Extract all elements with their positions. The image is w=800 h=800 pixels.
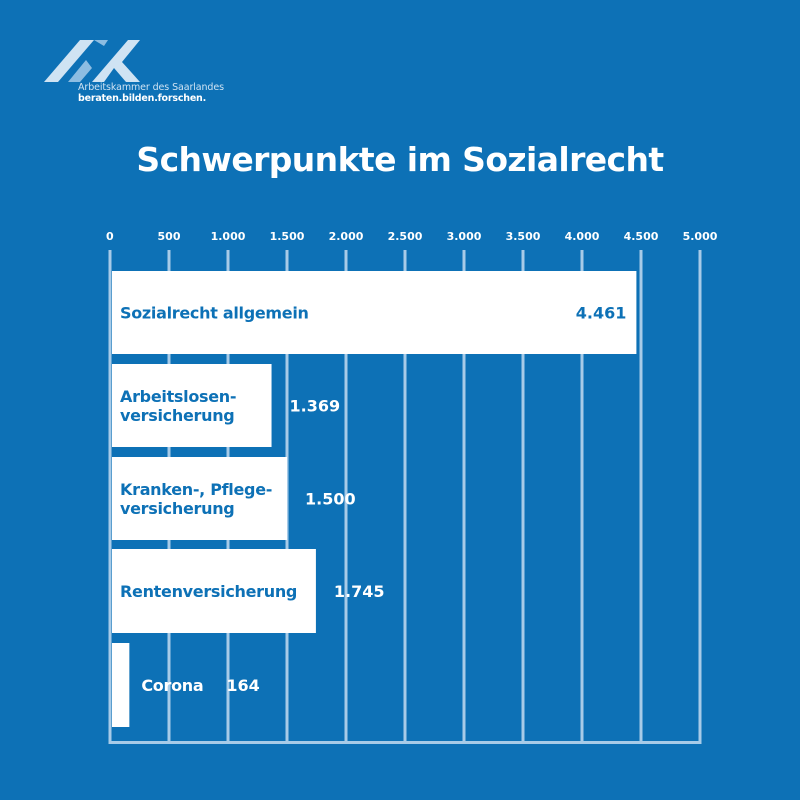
x-tick-label: 1.500 [270, 230, 305, 243]
category-label: Kranken-, Pflege- [120, 480, 272, 499]
category-label: Rentenversicherung [120, 582, 297, 601]
x-tick-label: 3.500 [506, 230, 541, 243]
x-tick-label: 500 [158, 230, 181, 243]
value-label: 1.745 [334, 582, 385, 601]
x-tick-label: 2.000 [329, 230, 364, 243]
category-label: versicherung [120, 499, 234, 518]
x-tick-label: 2.500 [388, 230, 423, 243]
category-label: Sozialrecht allgemein [120, 304, 309, 323]
category-label: Corona [141, 676, 203, 695]
value-label: 164 [226, 676, 259, 695]
x-tick-label: 3.000 [447, 230, 482, 243]
category-label: Arbeitslosen- [120, 387, 236, 406]
x-tick-label: 4.000 [565, 230, 600, 243]
x-tick-label: 4.500 [624, 230, 659, 243]
x-tick-label: 0 [106, 230, 114, 243]
value-label: 1.369 [290, 397, 341, 416]
bar [112, 643, 129, 727]
x-tick-label: 1.000 [211, 230, 246, 243]
x-tick-label: 5.000 [683, 230, 718, 243]
value-label: 4.461 [576, 304, 627, 323]
category-label: versicherung [120, 406, 234, 425]
value-label: 1.500 [305, 490, 356, 509]
